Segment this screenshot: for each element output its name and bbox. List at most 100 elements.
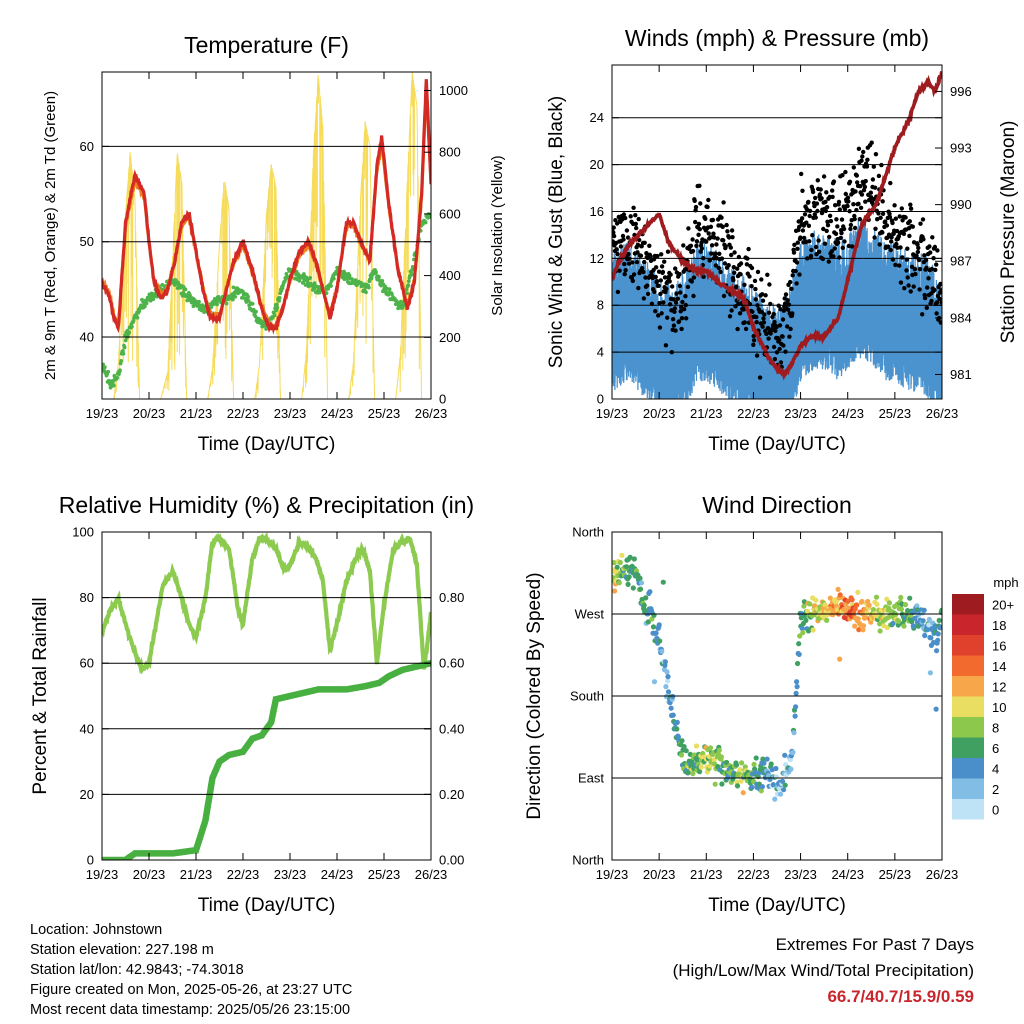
direction-point: [938, 624, 942, 630]
direction-point: [852, 623, 858, 629]
gust-point: [825, 219, 830, 224]
gust-point: [653, 274, 658, 280]
direction-point: [660, 579, 666, 585]
x-tick-label: 26/23: [415, 867, 448, 882]
dewpoint-point: [185, 298, 190, 303]
gust-point: [729, 252, 734, 258]
wind-series: [612, 218, 942, 399]
gust-point: [909, 264, 915, 269]
direction-point: [689, 758, 695, 765]
gust-point: [813, 195, 818, 201]
gust-point: [631, 205, 636, 210]
gust-point: [837, 255, 842, 260]
direction-point: [855, 616, 861, 622]
dewpoint-point: [308, 276, 312, 280]
direction-point: [926, 616, 933, 623]
direction-point: [922, 632, 928, 639]
gust-point: [721, 200, 726, 205]
x-tick-label: 23/23: [274, 867, 307, 882]
direction-point: [824, 617, 830, 624]
gust-point: [807, 208, 813, 214]
elevation-text: Station elevation: 227.198 m: [30, 942, 214, 958]
direction-point: [664, 678, 671, 684]
gust-point: [843, 169, 848, 175]
gust-point: [634, 259, 640, 265]
gust-point: [684, 316, 689, 321]
gust-point: [633, 213, 638, 218]
gust-point: [751, 333, 756, 339]
gust-point: [749, 284, 754, 289]
direction-point: [935, 637, 941, 643]
direction-point: [782, 752, 788, 758]
dewpoint-point: [151, 297, 156, 301]
direction-point: [690, 771, 696, 777]
gust-point: [789, 286, 794, 291]
pressure-line: [612, 70, 942, 381]
x-tick-label: 19/23: [596, 867, 629, 882]
direction-point: [739, 760, 745, 766]
gust-point: [781, 343, 786, 348]
gust-point: [826, 259, 831, 264]
gust-point: [630, 260, 635, 265]
gust-point: [681, 243, 686, 248]
insolation-line: [102, 72, 431, 399]
dewpoint-point: [107, 379, 112, 383]
gust-point: [816, 249, 822, 254]
gust-point: [905, 275, 910, 280]
gust-point: [705, 204, 710, 210]
x-tick-label: 22/23: [737, 406, 770, 421]
gust-point: [889, 239, 894, 244]
gust-point: [735, 266, 740, 271]
gust-point: [846, 199, 851, 204]
gust-point: [761, 316, 766, 321]
gust-point: [920, 217, 926, 222]
gust-point: [694, 239, 700, 244]
direction-point: [697, 769, 703, 775]
x-tick-label: 24/23: [831, 867, 864, 882]
direction-point: [790, 749, 796, 755]
gust-point: [730, 235, 735, 240]
humidity-panel: 19/23 20/23 21/23 22/23 23/23 24/23 25/23 26/23…: [30, 492, 474, 916]
direction-point: [782, 782, 788, 788]
dewpoint-point: [250, 301, 255, 306]
y2-tick-label: 600: [439, 206, 461, 221]
x-tick-label: 26/23: [926, 406, 959, 421]
y2-tick-label: 0.00: [439, 853, 464, 868]
direction-point: [864, 610, 870, 616]
gust-point: [637, 237, 642, 243]
gust-point: [660, 269, 666, 275]
gust-point: [704, 239, 709, 244]
x-axis-label: Time (Day/UTC): [198, 895, 336, 916]
gust-point: [773, 328, 778, 334]
legend-label: 10: [992, 700, 1006, 715]
gust-point: [738, 272, 743, 277]
direction-point: [716, 747, 722, 753]
dewpoint-point: [347, 273, 352, 278]
speed-legend: mph 20+ 18 16 14 12 10 8 6 4 2 0: [952, 575, 1019, 820]
gust-point: [726, 263, 731, 268]
location-text: Location: Johnstown: [30, 922, 163, 938]
gust-point: [845, 203, 850, 209]
dewpoint-point: [423, 220, 428, 225]
gust-point: [858, 184, 863, 189]
dewpoint-point: [366, 285, 371, 290]
gust-point: [859, 158, 864, 163]
gust-point: [830, 188, 835, 193]
direction-point: [927, 670, 934, 676]
gust-point: [791, 250, 797, 255]
gust-point: [876, 211, 881, 216]
direction-point: [760, 756, 766, 762]
plot-frame: [101, 71, 432, 400]
direction-point: [827, 595, 833, 601]
y-tick-label: 20: [590, 157, 604, 172]
dewpoint-point: [390, 292, 394, 296]
gust-point: [786, 302, 792, 307]
gust-point: [659, 311, 664, 316]
y-tick-label: 8: [597, 298, 604, 313]
gust-point: [831, 254, 836, 259]
gust-point: [842, 207, 848, 212]
x-tick-label: 21/23: [180, 867, 213, 882]
gust-point: [793, 268, 798, 274]
gust-point: [887, 211, 892, 217]
direction-point: [679, 738, 685, 744]
